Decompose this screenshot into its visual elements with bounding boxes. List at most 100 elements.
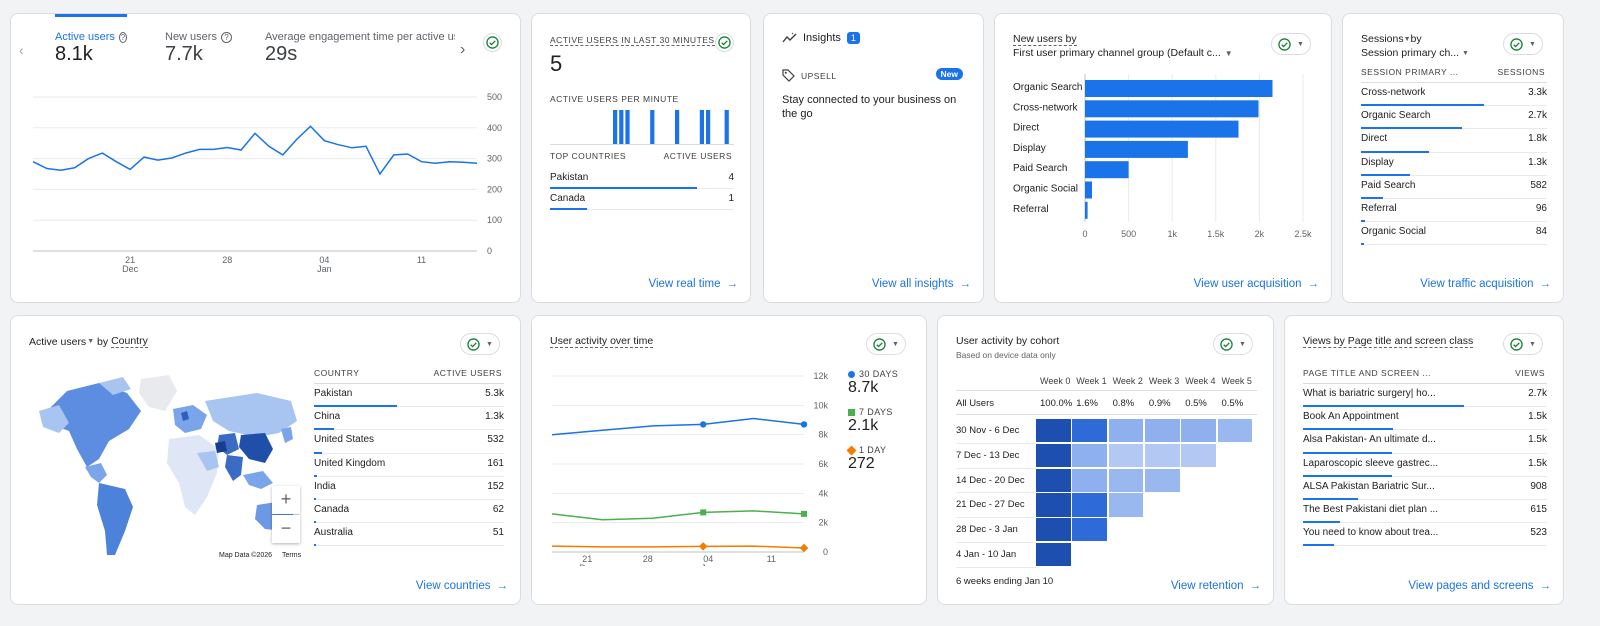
insight-text[interactable]: Stay connected to your business on the g… (782, 94, 957, 120)
cohort-cell[interactable] (1108, 443, 1144, 468)
view-real-time-link[interactable]: View real time → (648, 278, 738, 290)
table-row[interactable]: Alsa Pakistan- An ultimate d... 1.5k (1303, 430, 1547, 454)
channel-bar[interactable] (1085, 161, 1129, 179)
minute-bar[interactable] (650, 110, 655, 144)
compare-dropdown[interactable]: ▼ (1213, 333, 1253, 355)
table-row[interactable]: Organic Social 84 (1361, 222, 1547, 246)
cohort-cell[interactable] (1036, 419, 1071, 443)
channel-bar[interactable] (1085, 100, 1259, 118)
view-all-insights-link[interactable]: View all insights → (872, 278, 971, 290)
table-row[interactable]: United States 532 (314, 430, 504, 454)
series-point[interactable] (801, 510, 807, 517)
compare-check-icon[interactable] (483, 33, 502, 52)
cohort-cell[interactable] (1072, 443, 1108, 468)
chevron-left-icon[interactable]: ‹ (19, 42, 24, 58)
help-icon[interactable]: ? (220, 31, 232, 43)
caret-down-icon[interactable]: ▼ (1462, 49, 1469, 57)
dropdown-arrow-icon[interactable]: ▼ (1224, 48, 1233, 58)
cohort-cell[interactable] (1036, 443, 1071, 468)
chevron-right-icon[interactable]: › (460, 41, 466, 58)
minute-bar[interactable] (613, 110, 618, 144)
country-metric[interactable]: Active users (29, 335, 87, 348)
compare-dropdown[interactable]: ▼ (1271, 33, 1311, 55)
cohort-cell[interactable] (1144, 443, 1180, 468)
view-countries-link[interactable]: View countries → (416, 580, 508, 592)
series-point[interactable] (799, 543, 809, 553)
view-user-acquisition-link[interactable]: View user acquisition → (1194, 278, 1319, 290)
tab-active-users[interactable]: Active users ? 8.1k (55, 14, 127, 74)
minute-bar[interactable] (619, 110, 624, 144)
legend-item[interactable]: 30 DAYS 8.7k (848, 369, 898, 397)
table-row[interactable]: Book An Appointment 1.5k (1303, 407, 1547, 431)
table-row[interactable]: Organic Search 2.7k (1361, 106, 1547, 130)
zoom-out-button[interactable]: − (272, 515, 300, 543)
compare-check-icon[interactable] (715, 33, 734, 52)
tab-engagement-time[interactable]: Average engagement time per active us 29… (265, 31, 455, 66)
minute-bar[interactable] (724, 110, 729, 144)
caret-down-icon[interactable]: ▼ (87, 338, 95, 345)
compare-dropdown[interactable]: ▼ (460, 333, 500, 355)
table-row[interactable]: United Kingdom 161 (314, 454, 504, 477)
table-row[interactable]: Paid Search 582 (1361, 176, 1547, 199)
table-row[interactable]: The Best Pakistani diet plan ... 615 (1303, 500, 1547, 524)
cohort-cell[interactable] (1036, 493, 1071, 517)
caret-down-icon[interactable]: ▼ (1403, 35, 1411, 43)
cohort-cell[interactable] (1108, 419, 1144, 443)
minute-bar[interactable] (699, 110, 704, 144)
table-row[interactable]: Referral 96 (1361, 199, 1547, 223)
channel-bar[interactable] (1085, 201, 1088, 219)
table-row[interactable]: Display 1.3k (1361, 153, 1547, 176)
cohort-cell[interactable] (1144, 468, 1180, 492)
tab-new-users[interactable]: New users ? 7.7k (165, 31, 232, 66)
card-title-line2[interactable]: First user primary channel group (Defaul… (1013, 47, 1221, 59)
channel-bar[interactable] (1085, 181, 1092, 199)
zoom-in-button[interactable]: + (272, 486, 300, 514)
country-row[interactable]: Canada 1 (550, 189, 734, 210)
minute-bar[interactable] (675, 110, 680, 144)
series-point[interactable] (700, 421, 707, 428)
channel-bar[interactable] (1085, 120, 1239, 138)
table-row[interactable]: ALSA Pakistan Bariatric Sur... 908 (1303, 477, 1547, 500)
cohort-cell[interactable] (1072, 518, 1108, 542)
table-row[interactable]: Pakistan 5.3k (314, 384, 504, 408)
table-row[interactable]: Canada 62 (314, 500, 504, 524)
legend-item[interactable]: 7 DAYS 2.1k (848, 407, 898, 435)
series-point[interactable] (800, 421, 808, 428)
compare-dropdown[interactable]: ▼ (1503, 33, 1543, 55)
table-row[interactable]: Cross-network 3.3k (1361, 83, 1547, 107)
cohort-cell[interactable] (1217, 419, 1253, 443)
series-point[interactable] (698, 542, 708, 551)
map-terms-link[interactable]: Terms (282, 552, 302, 559)
table-row[interactable]: Australia 51 (314, 523, 504, 547)
world-map[interactable] (29, 371, 309, 561)
cohort-cell[interactable] (1036, 543, 1071, 567)
table-row[interactable]: What is bariatric surgery| ho... 2.7k (1303, 384, 1547, 408)
cohort-cell[interactable] (1036, 518, 1071, 542)
cohort-cell[interactable] (1108, 493, 1144, 517)
cohort-cell[interactable] (1072, 468, 1108, 492)
cohort-cell[interactable] (1144, 419, 1180, 443)
table-row[interactable]: You need to know about trea... 523 (1303, 523, 1547, 547)
view-retention-link[interactable]: View retention → (1171, 580, 1261, 592)
view-traffic-acquisition-link[interactable]: View traffic acquisition → (1420, 278, 1551, 290)
help-icon[interactable]: ? (118, 31, 127, 43)
sessions-metric[interactable]: Sessions (1361, 33, 1404, 45)
cohort-cell[interactable] (1181, 419, 1216, 443)
table-row[interactable]: China 1.3k (314, 407, 504, 431)
country-dimension[interactable]: Country (111, 335, 148, 348)
view-pages-link[interactable]: View pages and screens → (1408, 580, 1551, 592)
table-row[interactable]: India 152 (314, 477, 504, 500)
compare-dropdown[interactable]: ▼ (866, 333, 906, 355)
cohort-cell[interactable] (1036, 468, 1071, 492)
minute-bar[interactable] (706, 110, 711, 144)
table-row[interactable]: Direct 1.8k (1361, 129, 1547, 153)
compare-dropdown[interactable]: ▼ (1503, 333, 1543, 355)
cohort-cell[interactable] (1072, 493, 1108, 517)
pages-title[interactable]: Views by Page title and screen class (1303, 335, 1474, 348)
series-point[interactable] (700, 509, 707, 516)
channel-bar[interactable] (1085, 80, 1273, 97)
channel-bar[interactable] (1085, 140, 1188, 158)
activity-title[interactable]: User activity over time (550, 335, 654, 348)
cohort-cell[interactable] (1108, 468, 1144, 492)
cohort-cell[interactable] (1181, 443, 1216, 468)
